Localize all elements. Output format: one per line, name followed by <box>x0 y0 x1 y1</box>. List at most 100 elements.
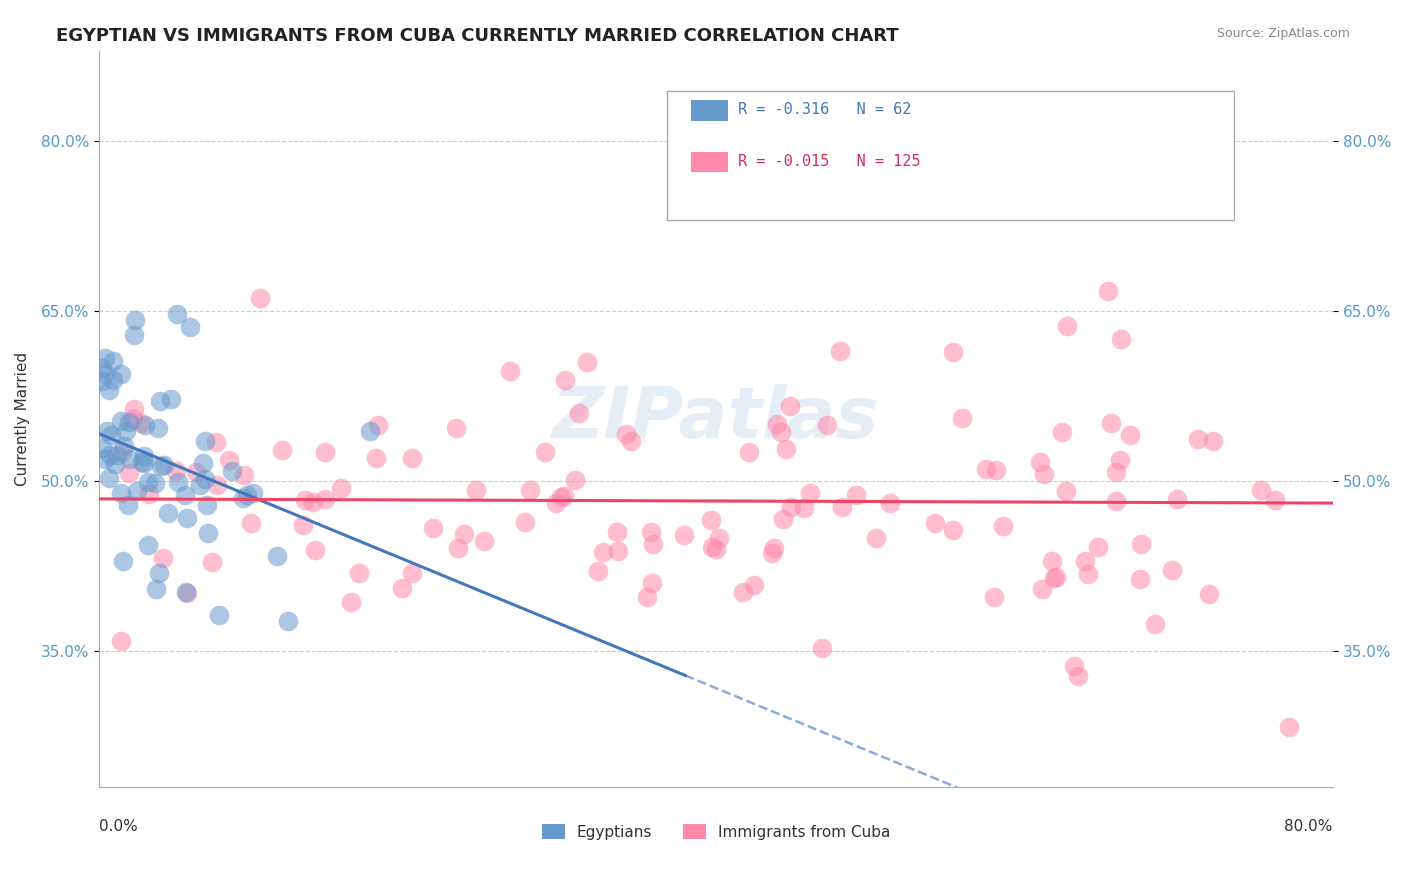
Point <box>765 417 787 431</box>
Point <box>122 401 145 416</box>
Text: R = -0.316   N = 62: R = -0.316 N = 62 <box>738 102 911 117</box>
Point <box>236 488 259 502</box>
Point <box>464 483 486 498</box>
Point <box>339 594 361 608</box>
Point <box>401 451 423 466</box>
Point <box>207 478 229 492</box>
Point <box>1077 566 1099 581</box>
Point <box>174 585 197 599</box>
Point <box>1067 669 1090 683</box>
Y-axis label: Currently Married: Currently Married <box>15 351 30 486</box>
Point <box>1119 427 1142 442</box>
Point <box>110 414 132 428</box>
Point <box>112 439 135 453</box>
Point <box>1033 467 1056 482</box>
Point <box>534 445 557 459</box>
Point <box>91 441 114 455</box>
Point <box>112 554 135 568</box>
Point <box>519 483 541 497</box>
Point <box>879 496 901 510</box>
Point <box>1187 432 1209 446</box>
Point <box>110 367 132 381</box>
Point <box>111 445 134 459</box>
Point <box>132 456 155 470</box>
Point <box>149 394 172 409</box>
Point <box>208 607 231 622</box>
Point <box>145 582 167 596</box>
Point <box>513 516 536 530</box>
Point <box>779 400 801 414</box>
Point <box>1097 284 1119 298</box>
Point <box>1250 483 1272 497</box>
Point <box>1278 720 1301 734</box>
Point <box>115 425 138 439</box>
Point <box>1031 582 1053 596</box>
Point <box>110 633 132 648</box>
Point <box>91 360 114 375</box>
Point <box>270 443 292 458</box>
Point <box>706 542 728 557</box>
Point <box>422 521 444 535</box>
Point <box>444 421 467 435</box>
Point <box>150 459 173 474</box>
Point <box>124 327 146 342</box>
Point <box>122 412 145 426</box>
Point <box>769 425 792 439</box>
Point <box>314 444 336 458</box>
Point <box>472 533 495 548</box>
Point <box>564 473 586 487</box>
Point <box>815 418 838 433</box>
Point <box>592 545 614 559</box>
Point <box>157 506 180 520</box>
Point <box>672 527 695 541</box>
Point <box>830 344 852 359</box>
Point <box>1201 434 1223 449</box>
Point <box>700 513 723 527</box>
Point <box>120 452 142 467</box>
Point <box>176 510 198 524</box>
Point <box>197 526 219 541</box>
Point <box>129 416 152 430</box>
Point <box>761 546 783 560</box>
Point <box>176 586 198 600</box>
Point <box>641 575 664 590</box>
Point <box>136 538 159 552</box>
Bar <box>692 100 728 120</box>
Point <box>620 434 643 449</box>
Point <box>1043 571 1066 585</box>
Point <box>1042 554 1064 568</box>
Point <box>173 488 195 502</box>
Point <box>640 524 662 539</box>
FancyBboxPatch shape <box>666 91 1234 220</box>
Point <box>186 466 208 480</box>
Point <box>165 464 187 478</box>
Point <box>191 456 214 470</box>
Point <box>232 468 254 483</box>
Point <box>294 493 316 508</box>
Point <box>104 457 127 471</box>
Point <box>845 488 868 502</box>
Point <box>742 578 765 592</box>
Point <box>125 483 148 498</box>
Point <box>391 581 413 595</box>
Text: 80.0%: 80.0% <box>1285 820 1333 834</box>
Point <box>134 417 156 432</box>
Point <box>136 475 159 489</box>
Point <box>606 525 628 540</box>
Point <box>1054 483 1077 498</box>
Point <box>1109 332 1132 346</box>
Point <box>194 434 217 448</box>
Point <box>145 476 167 491</box>
Point <box>1198 586 1220 600</box>
Point <box>1109 453 1132 467</box>
Point <box>159 392 181 407</box>
Point <box>194 472 217 486</box>
Point <box>737 445 759 459</box>
Point <box>865 531 887 545</box>
Point <box>1028 455 1050 469</box>
Point <box>799 486 821 500</box>
Point <box>831 500 853 514</box>
Point <box>1105 465 1128 479</box>
Point <box>1045 570 1067 584</box>
Point <box>96 425 118 439</box>
